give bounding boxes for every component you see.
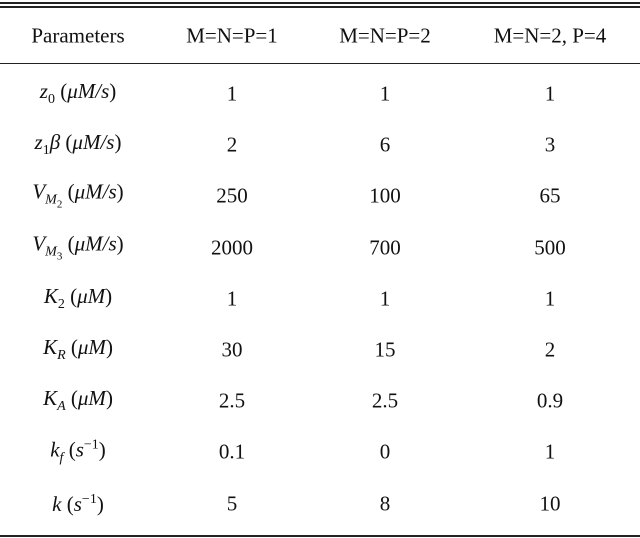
parameter-label: k (s−1) [52,491,104,516]
value-cell: 1 [544,81,556,106]
bottom-rule [0,535,640,537]
label-part: f [59,450,64,466]
label-part: ) [114,130,122,155]
header-cell: Parameters [31,23,125,48]
value-cell: 700 [369,235,401,260]
label-part: ) [105,283,113,308]
label-part: 2 [56,198,63,211]
label-part: β [49,130,61,155]
value-cell: 6 [379,132,391,157]
value-cell: 0 [379,439,391,464]
label-part: μM [77,386,106,411]
value-cell: 10 [539,491,561,516]
parameter-label: KA (μM) [43,388,113,414]
parameter-label: kf (s−1) [50,437,106,466]
value-cell: 100 [369,183,401,208]
parameter-label: z0 (μM/s) [40,81,116,107]
label-part: V [32,179,46,204]
value-cell: 15 [374,337,396,362]
value-cell: 1 [379,81,391,106]
label-part: K [43,386,58,411]
label-part: R [57,348,66,363]
label-part: s [75,437,84,462]
label-part: μM/s [74,231,117,256]
label-part: μM/s [67,79,110,103]
label-part: ( [62,231,75,256]
top-rule [0,6,640,8]
value-cell: 3 [544,132,556,157]
label-part: 2 [57,296,65,312]
value-cell: 2 [226,132,238,157]
label-part: ) [116,231,124,256]
value-cell: 1 [544,439,556,464]
parameter-label: VM2 (μM/s) [32,179,124,211]
parameter-label: K2 (μM) [43,283,113,312]
header-rule [0,63,640,64]
label-part: ) [109,79,117,103]
label-part: A [57,399,66,415]
label-part: μM/s [72,130,115,155]
label-part: ) [105,335,113,359]
value-cell: 30 [221,337,243,362]
label-part: K [43,335,58,359]
label-part: ) [96,491,104,516]
label-part: ( [64,283,78,308]
label-part: z [34,130,43,155]
value-cell: 2.5 [218,388,246,413]
label-part: ( [65,335,78,359]
label-part: ( [63,437,76,462]
label-part: −1 [83,437,99,453]
label-part: 0 [47,92,55,107]
parameter-label: z1β (μM/s) [35,132,122,158]
value-cell: 2 [544,337,556,362]
label-part: ( [62,179,75,204]
label-part: ( [54,79,68,103]
label-part: M [45,192,57,208]
value-cell: 500 [534,235,566,260]
label-part: s [73,491,82,516]
label-part: ) [116,179,124,204]
value-cell: 1 [226,286,238,311]
label-part: μM [77,335,106,359]
label-part: ( [60,130,73,155]
value-cell: 1 [379,286,391,311]
header-cell: M=N=2, P=4 [493,23,607,48]
label-part: M [45,244,57,260]
label-part: μM/s [74,179,117,204]
label-part: 3 [56,250,63,263]
value-cell: 0.1 [218,439,246,464]
value-cell: 5 [226,491,238,516]
value-cell: 65 [539,183,561,208]
value-cell: 1 [544,286,556,311]
label-part: ( [61,491,74,516]
value-cell: 0.9 [536,388,564,413]
label-part: ) [98,437,106,462]
top-rule [0,2,640,4]
value-cell: 250 [216,183,248,208]
label-part: V [32,231,46,256]
value-cell: 2000 [211,235,253,260]
parameter-label: KR (μM) [43,337,113,363]
value-cell: 1 [226,81,238,106]
label-part: k [52,491,62,516]
parameter-label: VM3 (μM/s) [32,233,123,262]
label-part: ) [105,386,113,411]
label-part: μM [77,283,106,308]
header-cell: M=N=P=2 [339,23,431,48]
label-part: 1 [42,143,50,159]
header-cell: M=N=P=1 [186,23,278,48]
label-part: ( [65,386,78,411]
label-part: k [50,437,60,462]
label-part: z [39,79,48,103]
value-cell: 2.5 [371,388,399,413]
label-part: K [43,283,58,308]
value-cell: 8 [379,491,391,516]
label-part: −1 [81,491,97,507]
